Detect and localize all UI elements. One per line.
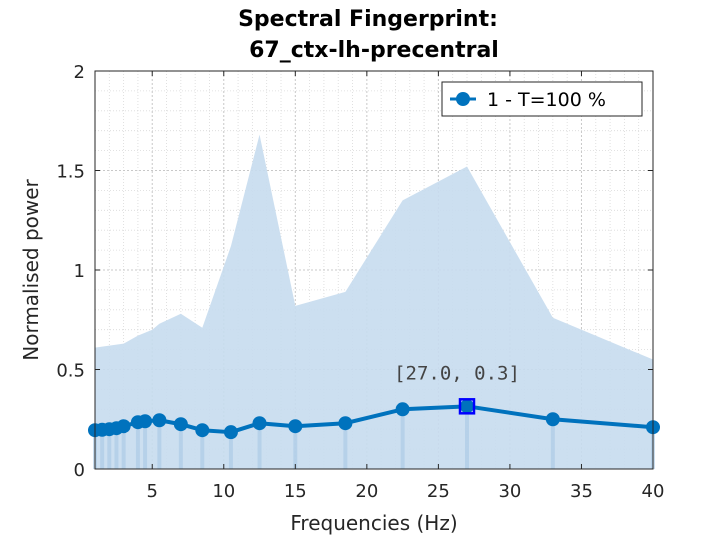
y-tick-label: 0.5 (56, 361, 85, 382)
x-ticks: 5 10 15 20 25 30 35 40 (147, 71, 665, 502)
data-point (288, 419, 303, 434)
chart-title-line-2: 67_ctx-lh-precentral (249, 38, 499, 63)
x-tick-label: 20 (355, 481, 378, 502)
y-tick-label: 2 (74, 62, 85, 83)
data-point (460, 399, 474, 414)
chart-title-line-1: Spectral Fingerprint: (238, 7, 498, 32)
y-tick-label: 1.5 (56, 162, 85, 183)
legend-entry-label: 1 - T=100 % (487, 89, 606, 111)
x-tick-label: 5 (147, 481, 158, 502)
data-point (195, 423, 210, 438)
datatip-label: [27.0, 0.3] (394, 362, 520, 384)
datatip-layer: [27.0, 0.3] (394, 362, 520, 415)
power-band (95, 134, 653, 469)
data-point (545, 412, 560, 427)
data-point (252, 416, 267, 431)
legend-marker (456, 92, 470, 106)
x-tick-label: 40 (642, 481, 665, 502)
x-tick-label: 15 (284, 481, 307, 502)
y-tick-label: 1 (74, 261, 85, 282)
data-point (173, 417, 188, 432)
legend[interactable]: 1 - T=100 % (441, 81, 643, 117)
x-tick-label: 25 (427, 481, 450, 502)
data-point (338, 416, 353, 431)
data-point (138, 414, 153, 429)
data-point (223, 425, 238, 440)
data-point (152, 413, 167, 428)
datatip-marker (458, 398, 476, 415)
power-band-area (95, 134, 653, 469)
y-ticks: 0 0.5 1 1.5 2 (56, 62, 653, 481)
x-tick-label: 10 (212, 481, 235, 502)
y-axis-label: Normalised power (19, 178, 43, 360)
data-point (395, 402, 410, 417)
x-tick-label: 35 (570, 481, 593, 502)
x-tick-label: 30 (498, 481, 521, 502)
y-tick-label: 0 (74, 460, 85, 481)
x-axis-label: Frequencies (Hz) (290, 511, 457, 535)
data-point (116, 419, 131, 434)
